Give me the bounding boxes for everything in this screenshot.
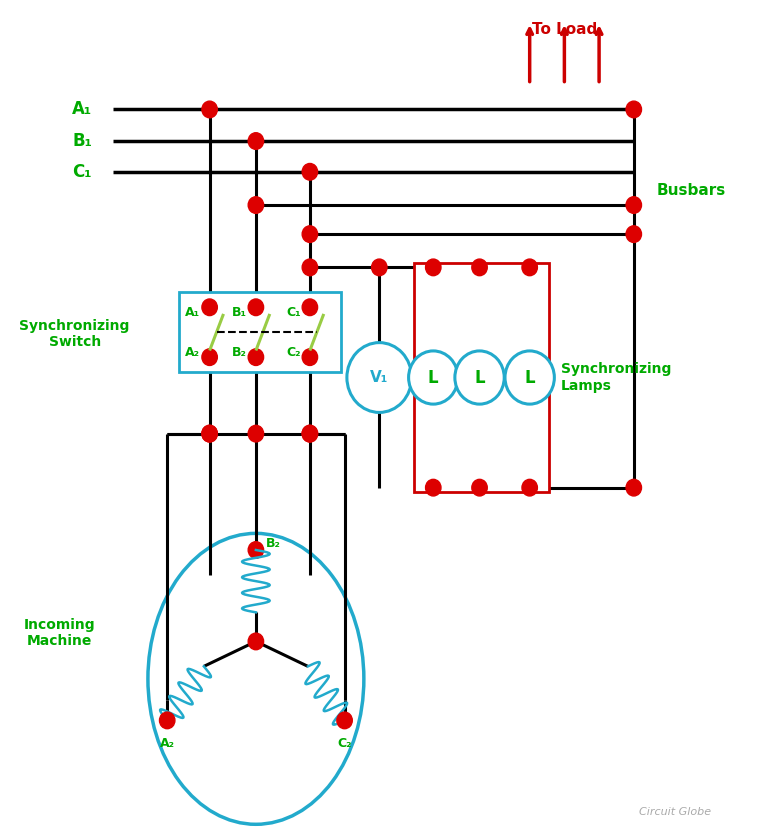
Text: B₁: B₁ <box>73 132 92 150</box>
Circle shape <box>472 259 488 276</box>
Text: Busbars: Busbars <box>657 183 726 198</box>
Circle shape <box>302 226 317 243</box>
Text: To Load: To Load <box>532 23 597 38</box>
Text: B₁: B₁ <box>231 306 247 319</box>
Text: Incoming
Machine: Incoming Machine <box>23 618 95 648</box>
Text: C₂: C₂ <box>337 737 352 750</box>
Circle shape <box>302 425 317 442</box>
Circle shape <box>248 542 264 558</box>
Circle shape <box>302 163 317 180</box>
Text: L: L <box>524 369 535 386</box>
Circle shape <box>302 299 317 315</box>
Text: C₁: C₁ <box>73 163 92 181</box>
Circle shape <box>472 480 488 496</box>
Text: C₁: C₁ <box>286 306 300 319</box>
Circle shape <box>202 299 217 315</box>
Circle shape <box>347 343 412 413</box>
Circle shape <box>505 351 554 404</box>
Text: Circuit Globe: Circuit Globe <box>639 806 711 816</box>
Text: A₁: A₁ <box>72 100 92 118</box>
Circle shape <box>337 712 352 729</box>
Circle shape <box>202 349 217 365</box>
Circle shape <box>248 133 264 149</box>
Circle shape <box>626 197 642 214</box>
Text: A₂: A₂ <box>159 737 175 750</box>
Circle shape <box>302 425 317 442</box>
Circle shape <box>202 425 217 442</box>
Circle shape <box>302 349 317 365</box>
FancyBboxPatch shape <box>179 292 341 372</box>
Circle shape <box>372 259 387 276</box>
Text: Synchronizing
Switch: Synchronizing Switch <box>19 319 130 349</box>
Text: A₁: A₁ <box>185 306 200 319</box>
Circle shape <box>248 299 264 315</box>
Circle shape <box>202 425 217 442</box>
Circle shape <box>302 259 317 276</box>
Ellipse shape <box>148 534 364 824</box>
Text: L: L <box>474 369 485 386</box>
Circle shape <box>248 349 264 365</box>
FancyBboxPatch shape <box>414 264 549 492</box>
Circle shape <box>455 351 504 404</box>
Circle shape <box>248 197 264 214</box>
Text: L: L <box>428 369 439 386</box>
Circle shape <box>409 351 458 404</box>
Circle shape <box>202 101 217 118</box>
Text: B₂: B₂ <box>266 537 281 550</box>
Circle shape <box>248 425 264 442</box>
Circle shape <box>626 101 642 118</box>
Text: C₂: C₂ <box>286 345 300 359</box>
Circle shape <box>626 480 642 496</box>
Text: B₂: B₂ <box>231 345 247 359</box>
Circle shape <box>248 633 264 650</box>
Circle shape <box>426 259 441 276</box>
Circle shape <box>522 480 537 496</box>
Text: Synchronizing
Lamps: Synchronizing Lamps <box>560 363 671 393</box>
Circle shape <box>626 226 642 243</box>
Circle shape <box>159 712 175 729</box>
Text: V₁: V₁ <box>370 370 389 385</box>
Circle shape <box>522 259 537 276</box>
Circle shape <box>426 480 441 496</box>
Text: A₂: A₂ <box>185 345 200 359</box>
